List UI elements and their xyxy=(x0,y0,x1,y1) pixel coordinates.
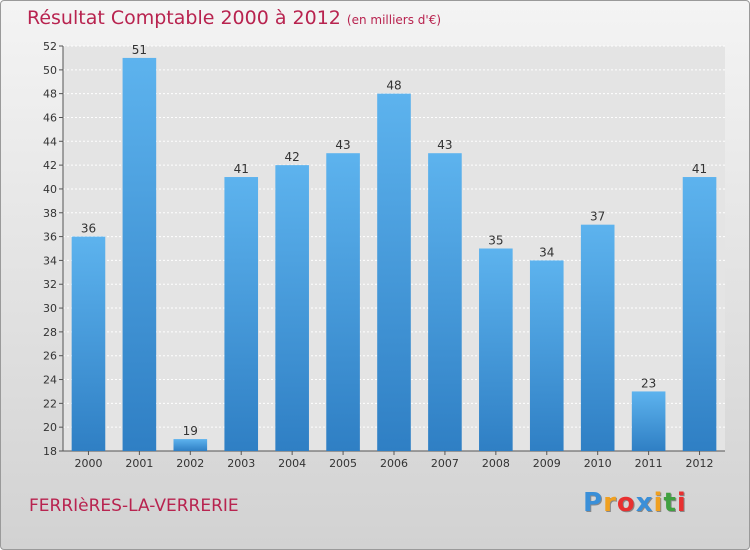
logo-letter: o xyxy=(616,488,636,518)
y-tick-label: 26 xyxy=(43,350,57,363)
bar xyxy=(428,153,462,452)
y-tick-label: 40 xyxy=(43,183,57,196)
logo-letter: i xyxy=(653,488,664,518)
bar xyxy=(529,260,564,451)
proxiti-logo: Proxiti xyxy=(583,488,687,518)
bar xyxy=(224,177,259,451)
bar-value-label: 37 xyxy=(590,210,605,224)
bar-value-label: 34 xyxy=(539,245,554,259)
y-tick-label: 32 xyxy=(43,278,57,291)
logo-letter: P xyxy=(583,488,604,518)
y-tick-label: 24 xyxy=(43,374,57,387)
y-tick-label: 28 xyxy=(43,326,57,339)
bar-value-label: 43 xyxy=(437,138,452,152)
logo-letter: i xyxy=(676,488,687,518)
bar xyxy=(377,93,411,451)
y-tick-label: 36 xyxy=(43,231,57,244)
x-tick-label: 2011 xyxy=(635,457,663,470)
y-tick-label: 46 xyxy=(43,111,57,124)
x-tick-label: 2005 xyxy=(329,457,357,470)
y-tick-label: 20 xyxy=(43,421,57,434)
bar-value-label: 42 xyxy=(285,150,300,164)
x-tick-label: 2007 xyxy=(431,457,459,470)
title-text: Résultat Comptable 2000 à 2012 xyxy=(27,7,341,29)
logo-letter: x xyxy=(635,488,654,518)
bar xyxy=(275,165,309,451)
bar xyxy=(173,439,208,451)
bar-value-label: 35 xyxy=(488,234,503,248)
y-tick-label: 30 xyxy=(43,302,57,315)
bar-value-label: 23 xyxy=(641,376,656,390)
x-tick-label: 2012 xyxy=(686,457,714,470)
x-tick-label: 2001 xyxy=(125,457,153,470)
y-tick-label: 18 xyxy=(43,445,57,458)
x-tick-label: 2003 xyxy=(227,457,255,470)
bar xyxy=(682,177,717,451)
x-tick-label: 2002 xyxy=(176,457,204,470)
x-tick-label: 2000 xyxy=(74,457,102,470)
y-tick-label: 44 xyxy=(43,135,57,148)
commune-name: FERRIèRES-LA-VERRERIE xyxy=(29,496,239,516)
bar xyxy=(479,248,513,451)
x-tick-label: 2010 xyxy=(584,457,612,470)
bar-value-label: 36 xyxy=(81,222,96,236)
y-tick-label: 48 xyxy=(43,88,57,101)
bar xyxy=(326,153,360,452)
bar xyxy=(71,236,106,451)
x-tick-label: 2006 xyxy=(380,457,408,470)
y-tick-label: 22 xyxy=(43,397,57,410)
bar-value-label: 51 xyxy=(132,43,147,57)
y-tick-label: 38 xyxy=(43,207,57,220)
bar-value-label: 41 xyxy=(692,162,707,176)
bar-value-label: 19 xyxy=(183,424,198,438)
bar-value-label: 43 xyxy=(335,138,350,152)
x-tick-label: 2009 xyxy=(533,457,561,470)
chart-title: Résultat Comptable 2000 à 2012 (en millie… xyxy=(27,7,441,29)
bar xyxy=(122,57,157,451)
x-tick-label: 2008 xyxy=(482,457,510,470)
x-tick-label: 2004 xyxy=(278,457,306,470)
bar-value-label: 41 xyxy=(234,162,249,176)
y-tick-label: 50 xyxy=(43,64,57,77)
logo-letter: t xyxy=(663,488,677,518)
bar xyxy=(631,391,666,451)
bar-value-label: 48 xyxy=(386,79,401,93)
y-tick-label: 42 xyxy=(43,159,57,172)
logo-letter: r xyxy=(603,488,617,518)
y-tick-label: 52 xyxy=(43,40,57,53)
y-tick-label: 34 xyxy=(43,254,57,267)
bar xyxy=(580,224,615,451)
subtitle-text: (en milliers d'€) xyxy=(346,13,442,27)
